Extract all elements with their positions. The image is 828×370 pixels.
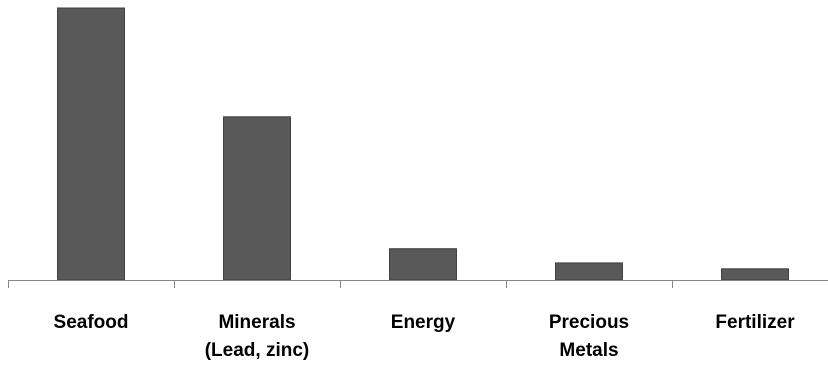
x-tick-label: Minerals (Lead, zinc) (205, 312, 310, 361)
bar-minerals-lead-zinc (223, 116, 291, 281)
x-tick-label-line: (Lead, zinc) (205, 340, 310, 361)
x-tick-label-line: Seafood (54, 312, 129, 333)
bar-precious-metals (555, 262, 623, 281)
x-tick-label: Precious Metals (549, 312, 629, 361)
x-tick-label-line: Energy (391, 312, 456, 333)
x-tick-label-line: Precious (549, 312, 629, 333)
bar-energy (389, 248, 457, 281)
x-tick-label-line: Metals (559, 340, 618, 361)
x-tick-label: Energy (391, 312, 456, 333)
x-axis (8, 280, 828, 288)
x-tick-label: Seafood (54, 312, 129, 333)
x-tick-label: Fertilizer (715, 312, 795, 333)
category-labels: Seafood Minerals (Lead, zinc) Energy Preciou… (54, 312, 796, 361)
bar-fertilizer (721, 268, 789, 281)
bar-seafood (57, 7, 125, 281)
bars-group (57, 7, 789, 281)
x-tick-label-line: Fertilizer (715, 312, 795, 333)
x-tick-label-line: Minerals (218, 312, 295, 333)
